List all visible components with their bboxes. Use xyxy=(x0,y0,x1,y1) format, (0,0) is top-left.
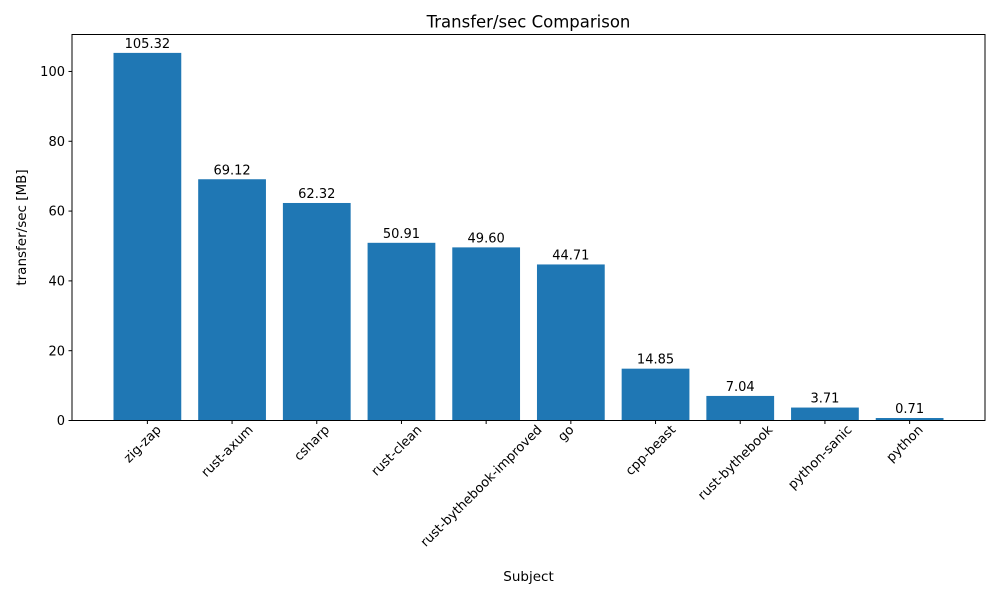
y-tick-label-100: 100 xyxy=(40,65,65,80)
x-tick-label-python: python xyxy=(884,423,927,466)
bar-value-label-rust-bythebook: 7.04 xyxy=(726,380,755,395)
bar-cpp-beast xyxy=(621,368,690,421)
x-tick-label-rust-bythebook-improved: rust-bythebook-improved xyxy=(418,423,545,550)
bar-python-sanic xyxy=(791,407,859,421)
chart-generated-layer: 105.32 69.12 62.32 50.91 49.60 44.71 14.85 7.04… xyxy=(40,34,986,550)
y-tick-label-60: 60 xyxy=(48,205,65,220)
plot-frame xyxy=(71,34,986,421)
x-tick-label-rust-clean: rust-clean xyxy=(369,423,426,480)
x-tick-label-zig-zap: zig-zap xyxy=(121,423,164,466)
bar-rust-bythebook xyxy=(706,395,775,421)
bar-value-label-rust-axum: 69.12 xyxy=(213,163,250,178)
bar-go xyxy=(536,264,605,421)
bar-zig-zap xyxy=(113,52,182,421)
bar-value-label-rust-bythebook-improved: 49.60 xyxy=(468,231,505,246)
y-tick-label-40: 40 xyxy=(48,274,65,289)
y-tick-label-80: 80 xyxy=(48,135,65,150)
bar-csharp xyxy=(282,202,351,421)
x-tick-label-go: go xyxy=(555,423,577,445)
x-tick-label-rust-bythebook: rust-bythebook xyxy=(695,422,776,503)
y-axis-label: transfer/sec [MB] xyxy=(14,169,30,285)
x-tick-label-csharp: csharp xyxy=(292,423,334,465)
bar-value-label-cpp-beast: 14.85 xyxy=(637,353,674,368)
x-axis-label: Subject xyxy=(503,569,553,585)
bar-python xyxy=(875,418,944,421)
y-tick-label-0: 0 xyxy=(57,414,65,429)
bar-value-label-go: 44.71 xyxy=(552,248,589,263)
bar-rust-axum xyxy=(198,179,266,421)
bar-value-label-python: 0.71 xyxy=(895,402,924,417)
x-tick-label-python-sanic: python-sanic xyxy=(785,423,855,493)
bar-value-label-rust-clean: 50.91 xyxy=(383,227,420,242)
bar-value-label-csharp: 62.32 xyxy=(298,187,335,202)
chart-title: Transfer/sec Comparison xyxy=(426,13,631,32)
bar-value-label-zig-zap: 105.32 xyxy=(125,37,171,52)
x-tick-label-cpp-beast: cpp-beast xyxy=(623,423,679,479)
bar-value-label-python-sanic: 3.71 xyxy=(810,392,839,407)
bar-rust-bythebook-improved xyxy=(452,247,521,421)
y-tick-label-20: 20 xyxy=(48,344,65,359)
bar-rust-clean xyxy=(367,242,436,421)
x-tick-label-rust-axum: rust-axum xyxy=(199,423,257,481)
